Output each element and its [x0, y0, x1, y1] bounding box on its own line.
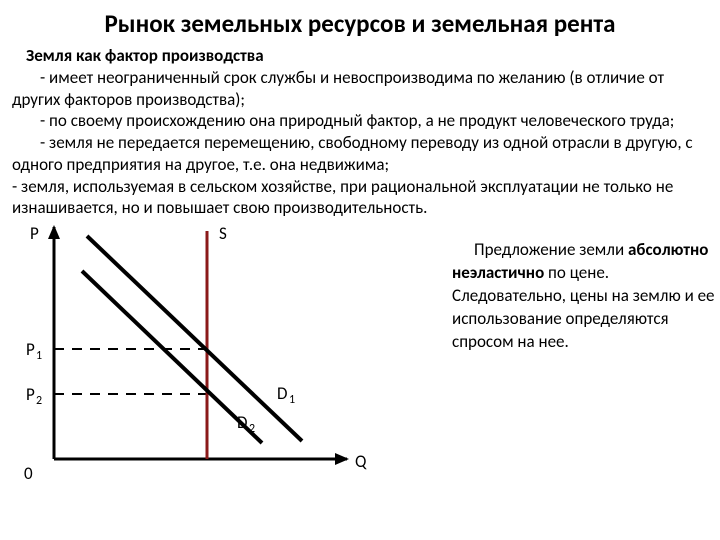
svg-text:0: 0: [24, 463, 33, 484]
svg-text:1: 1: [289, 393, 295, 407]
page-title: Рынок земельных ресурсов и земельная рен…: [12, 8, 708, 39]
svg-text:2: 2: [249, 422, 255, 436]
svg-text:S: S: [219, 223, 227, 244]
side-note: Предложение земли абсолютно неэластично …: [452, 239, 717, 354]
svg-text:Q: Q: [355, 451, 367, 472]
bullet-0: - имеет неограниченный срок службы и нев…: [12, 67, 708, 111]
svg-text:P: P: [30, 223, 39, 244]
svg-text:2: 2: [36, 394, 42, 408]
chart-svg: PSQ0P1P2D1D2: [12, 221, 412, 491]
subheading: Земля как фактор производства: [12, 45, 708, 67]
svg-text:1: 1: [36, 349, 42, 363]
svg-text:D: D: [237, 412, 247, 433]
chart: PSQ0P1P2D1D2: [12, 221, 412, 501]
bottom-region: PSQ0P1P2D1D2 Предложение земли абсолютно…: [12, 221, 708, 501]
svg-text:P: P: [26, 339, 35, 360]
bullet-1: - по своему происхождению она природный …: [12, 110, 708, 132]
side-pre: Предложение земли: [452, 239, 628, 260]
body-text: Земля как фактор производства - имеет не…: [12, 45, 708, 219]
svg-text:D: D: [277, 383, 287, 404]
bullet-2: - земля не передается перемещению, свобо…: [12, 132, 708, 176]
bullet-3: - земля, используемая в сельском хозяйст…: [12, 176, 708, 220]
svg-text:P: P: [26, 384, 35, 405]
